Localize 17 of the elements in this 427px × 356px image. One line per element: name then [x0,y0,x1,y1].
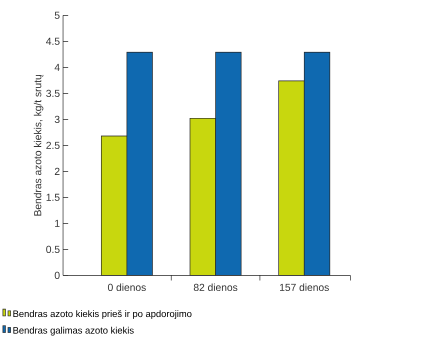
y-tick-label: 0.5 [46,246,60,253]
y-tick-label: 2.5 [46,142,60,149]
y-tick-label: 4 [54,64,60,71]
legend-label: Bendras azoto kiekis prieš ir po apdorojimo [13,310,192,319]
y-tick-label: 4.5 [46,38,60,45]
x-tick-label: 0 dienos [108,283,146,291]
y-tick-label: 0 [54,272,60,279]
y-axis-title: Bendras azoto kiekis, kg/t srutų [34,74,44,216]
x-tick-label: 157 dienos [280,283,329,291]
legend-label: Bendras galimas azoto kiekis [13,326,134,336]
y-tick-label: 5 [54,12,60,19]
y-tick-label: 1 [55,220,60,227]
x-tick-label: 82 dienos [194,283,238,291]
y-tick-label: 3.5 [46,90,60,97]
y-tick-label: 2 [54,168,60,175]
y-tick-label: 1.5 [46,194,60,201]
y-tick-label: 3 [54,116,60,123]
